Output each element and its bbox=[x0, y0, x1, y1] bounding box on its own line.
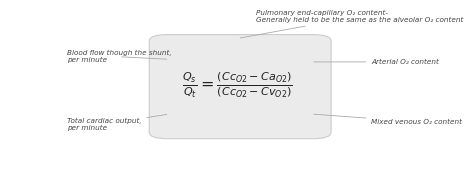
Text: Arterial O₂ content: Arterial O₂ content bbox=[314, 59, 439, 65]
Text: Total cardiac output,
per minute: Total cardiac output, per minute bbox=[66, 114, 167, 131]
Text: Mixed venous O₂ content: Mixed venous O₂ content bbox=[314, 114, 463, 125]
FancyBboxPatch shape bbox=[149, 35, 331, 139]
Text: Pulmonary end-capillary O₂ content-
Generally held to be the same as the alveola: Pulmonary end-capillary O₂ content- Gene… bbox=[240, 10, 463, 38]
Text: Blood flow though the shunt,
per minute: Blood flow though the shunt, per minute bbox=[66, 50, 171, 63]
Text: $\frac{\mathit{Q_s}}{\mathit{Q_t}} = \frac{(\mathit{Cc}_{O2} - \mathit{Ca}_{O2}): $\frac{\mathit{Q_s}}{\mathit{Q_t}} = \fr… bbox=[182, 71, 293, 100]
